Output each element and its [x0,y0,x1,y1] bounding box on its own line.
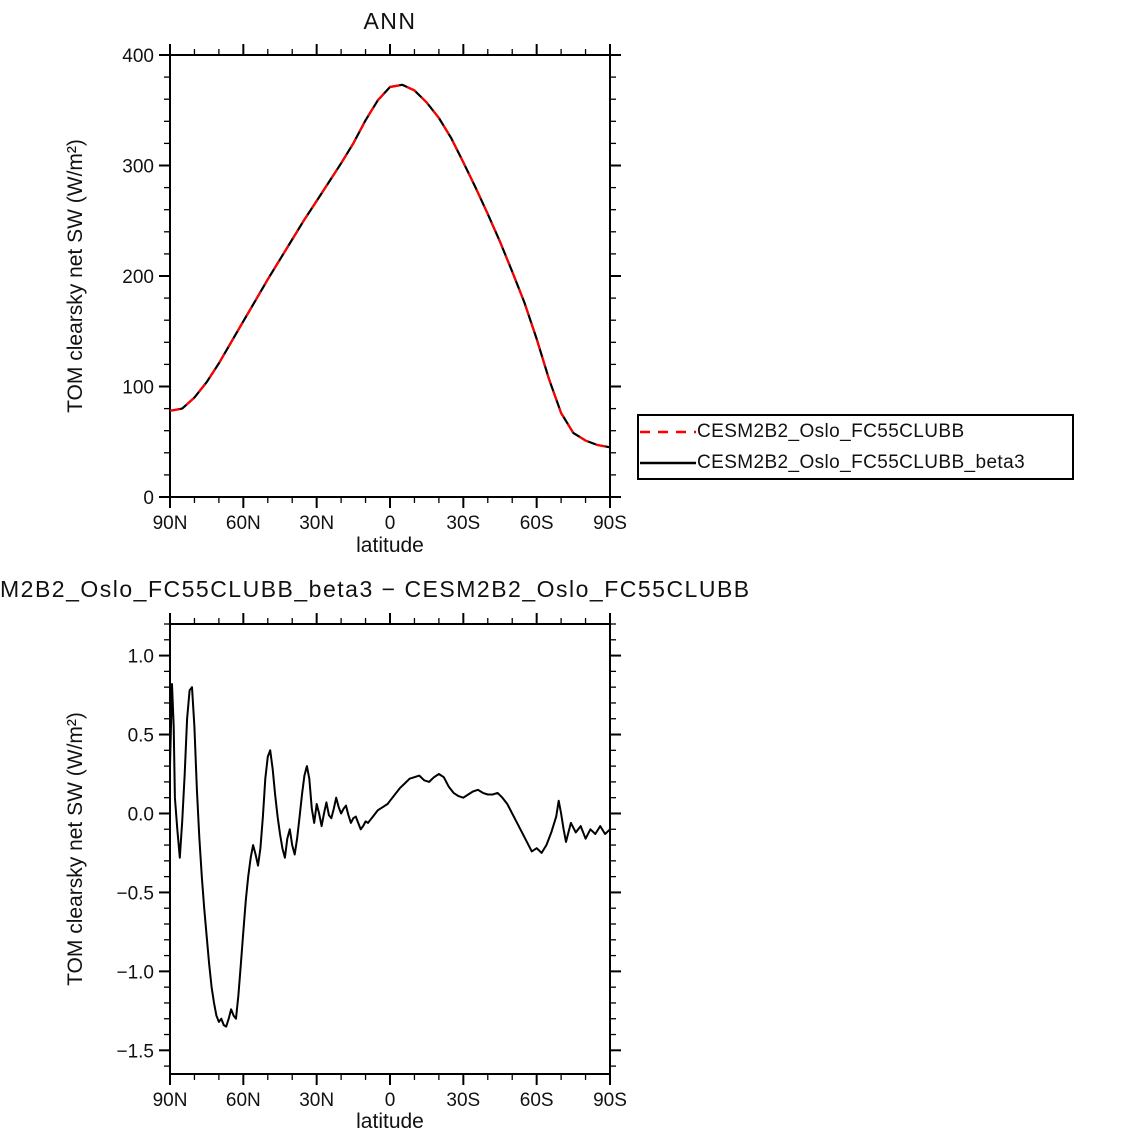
y-tick-label: 400 [122,46,154,67]
legend-entry: CESM2B2_Oslo_FC55CLUBB_beta3 [639,447,1072,478]
top-chart-y-axis-label: TOM clearsky net SW (W/m²) [64,139,87,413]
y-tick-label: 300 [122,157,154,178]
y-tick-label: 200 [122,267,154,288]
series-line-CESM2B2_Oslo_FC55CLUBB_beta3 [169,83,611,449]
y-tick-label: 0.5 [128,726,154,747]
x-tick-label: 60N [226,1090,261,1111]
x-tick-label: 90N [153,1090,188,1111]
top-chart-x-axis-label: latitude [356,534,424,557]
series-line-CESM2B2_Oslo_FC55CLUBB [169,83,611,449]
diff-chart-y-axis-label: TOM clearsky net SW (W/m²) [64,712,87,986]
diff-chart-title: M2B2_Oslo_FC55CLUBB_beta3 − CESM2B2_Oslo… [0,576,751,602]
legend-line-sample-red-dashed [640,430,696,433]
y-tick-label: 1.0 [128,647,154,668]
x-tick-label: 30N [299,1090,334,1111]
top-chart-plot: 90N 60N 30N 0 30S 60S 90S 0 100 200 300 400 [122,44,627,534]
series-line-beta3_minus_base_difference [169,683,611,1028]
x-tick-label: 90S [593,513,627,534]
x-tick-label: 60S [520,513,554,534]
legend-box: CESM2B2_Oslo_FC55CLUBB CESM2B2_Oslo_FC55… [637,414,1074,480]
y-tick-label: −1.0 [116,962,154,983]
y-tick-label: −1.5 [116,1041,154,1062]
x-tick-label: 30N [299,513,334,534]
x-tick-label: 90S [593,1090,627,1111]
legend-label: CESM2B2_Oslo_FC55CLUBB [697,420,965,442]
x-tick-label: 30S [446,1090,480,1111]
y-tick-label: −0.5 [116,883,154,904]
legend-line-sample-black-solid [640,461,696,464]
x-tick-label: 90N [153,513,188,534]
y-tick-label: 0.0 [128,804,154,825]
legend-label: CESM2B2_Oslo_FC55CLUBB_beta3 [697,451,1026,473]
x-tick-label: 60S [520,1090,554,1111]
y-tick-label: 100 [122,378,154,399]
top-chart-title: ANN [363,8,417,34]
diff-chart-plot: 90N 60N 30N 0 30S 60S 90S 1.0 0.5 0.0 −0.5 −1.0 −1.5 [116,613,627,1111]
legend-entry: CESM2B2_Oslo_FC55CLUBB [639,416,1072,447]
x-tick-label: 60N [226,513,261,534]
x-tick-label: 0 [385,513,396,534]
x-tick-label: 0 [385,1090,396,1111]
x-tick-label: 30S [446,513,480,534]
plot-frame [169,54,611,498]
y-tick-label: 0 [143,488,154,509]
diff-chart-x-axis-label: latitude [356,1110,424,1133]
